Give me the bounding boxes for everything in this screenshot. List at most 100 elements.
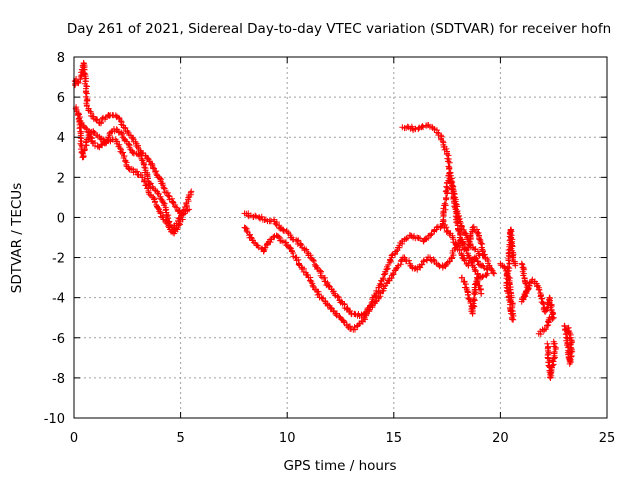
data-point-marker [372,293,379,300]
data-point-marker [544,322,551,329]
data-point-marker [476,235,483,242]
data-point-marker [108,128,115,135]
x-tick-label: 25 [599,431,616,446]
data-point-marker [381,271,388,278]
y-tick-label: -4 [52,292,65,307]
data-point-marker [441,200,448,207]
data-point-marker [161,189,168,196]
x-tick-label: 0 [70,431,78,446]
data-point-marker [173,225,180,232]
data-point-marker [568,353,575,360]
data-point-marker [154,190,161,197]
data-point-marker [303,246,310,253]
data-point-marker [98,119,105,126]
data-point-marker [546,294,553,301]
data-point-marker [288,248,295,255]
tick-labels: -10 -8 -6 -4 -2 0 2 4 6 8 0 5 10 15 20 25 [44,51,616,446]
data-point-marker [542,308,549,315]
data-point-marker [165,192,172,199]
data-point-marker [160,184,167,191]
data-point-marker [393,265,400,272]
data-point-marker [139,157,146,164]
data-point-marker [507,298,514,305]
data-point-marker [417,235,424,242]
series-track-h [458,274,485,317]
data-point-marker [253,213,260,220]
data-point-marker [358,317,365,324]
data-point-marker [388,252,395,259]
y-tick-label: -10 [44,412,65,427]
data-point-marker [188,188,195,195]
series-track-k [544,338,559,381]
data-point-marker [490,269,497,276]
data-point-marker [418,261,425,268]
y-tick-label: 0 [57,211,65,226]
data-point-marker [186,206,193,213]
data-point-marker [117,118,124,125]
series-track-d [241,210,491,319]
data-point-marker [565,324,572,331]
data-point-marker [91,142,98,149]
data-point-marker [80,152,87,159]
data-point-marker [480,273,487,280]
data-point-marker [506,294,513,301]
data-point-marker [475,275,481,282]
data-point-marker [273,221,280,228]
data-point-marker [488,267,495,274]
series-track-g [439,170,498,277]
data-point-marker [434,223,441,230]
y-tick-label: 2 [57,171,65,186]
data-point-marker [268,217,275,224]
data-point-marker [552,344,559,351]
series-track-a [71,60,195,217]
series-track-c [72,104,186,237]
data-point-marker [504,285,511,292]
data-point-marker [475,229,482,236]
data-point-marker [295,256,302,263]
data-point-marker [148,160,155,167]
data-point-marker [81,146,88,153]
data-markers [71,60,576,381]
data-point-marker [536,286,543,293]
series-track-e [241,224,491,333]
data-point-marker [476,282,483,289]
data-point-marker [457,219,464,226]
data-point-marker [82,139,89,146]
data-point-marker [453,219,460,226]
data-point-marker [379,275,386,282]
data-point-marker [295,261,302,268]
data-point-marker [333,312,340,319]
data-point-marker [504,279,511,286]
data-point-marker [261,217,268,224]
data-point-marker [151,199,158,206]
data-point-marker [179,216,186,223]
data-point-marker [321,298,328,305]
data-point-marker [479,247,486,254]
x-tick-label: 10 [279,431,296,446]
data-point-marker [550,338,557,345]
series-track-l [561,322,576,367]
y-axis-label: SDTVAR / TECUs [9,183,25,293]
data-point-marker [417,264,424,271]
data-point-marker [310,283,317,290]
data-point-marker [474,258,481,265]
data-point-marker [512,262,519,269]
x-axis-label: GPS time / hours [283,458,396,474]
grid-lines [74,57,607,418]
chart-title: Day 261 of 2021, Sidereal Day-to-day VTE… [67,21,611,37]
data-point-marker [144,155,151,162]
series-track-b [74,110,193,231]
data-point-marker [87,134,94,141]
data-point-marker [250,239,257,246]
data-point-marker [550,310,557,317]
data-point-marker [346,307,353,314]
data-point-marker [116,114,123,121]
data-point-marker [464,291,471,298]
data-point-marker [327,304,334,311]
data-point-marker [462,257,469,264]
data-point-marker [106,112,113,119]
data-point-marker [430,256,437,263]
y-tick-label: 6 [57,91,65,106]
data-point-marker [166,218,173,225]
data-point-marker [478,290,485,297]
